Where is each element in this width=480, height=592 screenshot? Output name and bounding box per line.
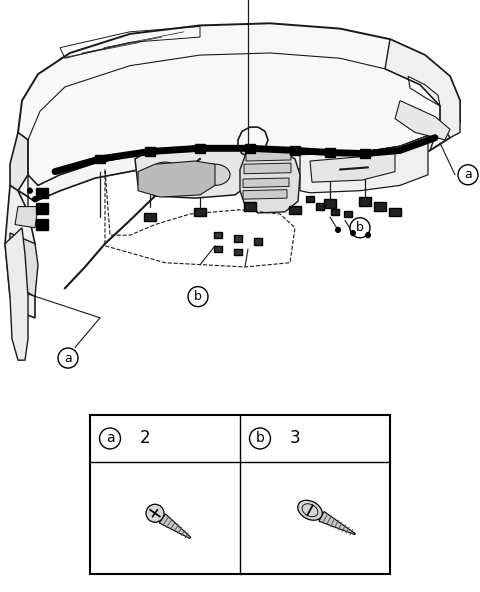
Bar — [359, 197, 371, 205]
Circle shape — [27, 188, 33, 194]
Circle shape — [365, 232, 371, 239]
Bar — [36, 188, 48, 198]
Bar — [214, 232, 222, 239]
Circle shape — [32, 196, 38, 202]
Text: 2: 2 — [140, 429, 150, 448]
Polygon shape — [5, 185, 35, 318]
Polygon shape — [319, 511, 355, 535]
Polygon shape — [18, 23, 460, 201]
Text: a: a — [464, 168, 472, 181]
Bar — [389, 208, 401, 216]
Text: a: a — [64, 352, 72, 365]
Bar — [36, 204, 48, 214]
Bar — [374, 202, 386, 211]
Polygon shape — [5, 228, 28, 360]
Bar — [324, 199, 336, 208]
Bar — [360, 149, 370, 158]
Bar — [316, 204, 324, 210]
Bar — [331, 209, 339, 215]
Text: b: b — [255, 432, 264, 445]
Text: 3: 3 — [290, 429, 300, 448]
Circle shape — [146, 504, 164, 522]
Bar — [344, 211, 352, 217]
Polygon shape — [138, 161, 215, 197]
Bar — [214, 246, 222, 252]
Bar — [145, 147, 155, 156]
Bar — [290, 146, 300, 155]
Polygon shape — [243, 178, 289, 188]
Polygon shape — [244, 163, 291, 173]
Polygon shape — [10, 233, 38, 297]
Bar — [245, 144, 255, 153]
Bar — [234, 235, 242, 242]
Bar — [36, 219, 48, 230]
Ellipse shape — [150, 162, 180, 184]
Text: a: a — [106, 432, 114, 445]
Polygon shape — [240, 149, 300, 213]
Polygon shape — [135, 146, 250, 198]
Polygon shape — [10, 133, 28, 191]
Circle shape — [350, 230, 356, 236]
Polygon shape — [300, 136, 428, 193]
Text: b: b — [356, 221, 364, 234]
Polygon shape — [246, 150, 291, 161]
Bar — [95, 155, 105, 163]
Polygon shape — [15, 207, 38, 228]
Polygon shape — [159, 514, 191, 539]
Text: b: b — [194, 290, 202, 303]
Bar — [289, 205, 301, 214]
Bar — [306, 196, 314, 202]
Bar — [244, 202, 256, 211]
Bar — [194, 208, 206, 216]
Polygon shape — [310, 149, 395, 182]
Polygon shape — [395, 101, 450, 140]
Bar — [234, 249, 242, 255]
Bar — [90, 414, 390, 574]
Circle shape — [335, 227, 341, 233]
Polygon shape — [385, 39, 460, 138]
Ellipse shape — [200, 164, 230, 185]
Ellipse shape — [298, 500, 322, 520]
Polygon shape — [243, 189, 287, 199]
Bar — [254, 239, 262, 244]
Polygon shape — [18, 122, 440, 212]
Bar — [144, 213, 156, 221]
Bar — [195, 144, 205, 153]
Bar — [325, 149, 335, 157]
